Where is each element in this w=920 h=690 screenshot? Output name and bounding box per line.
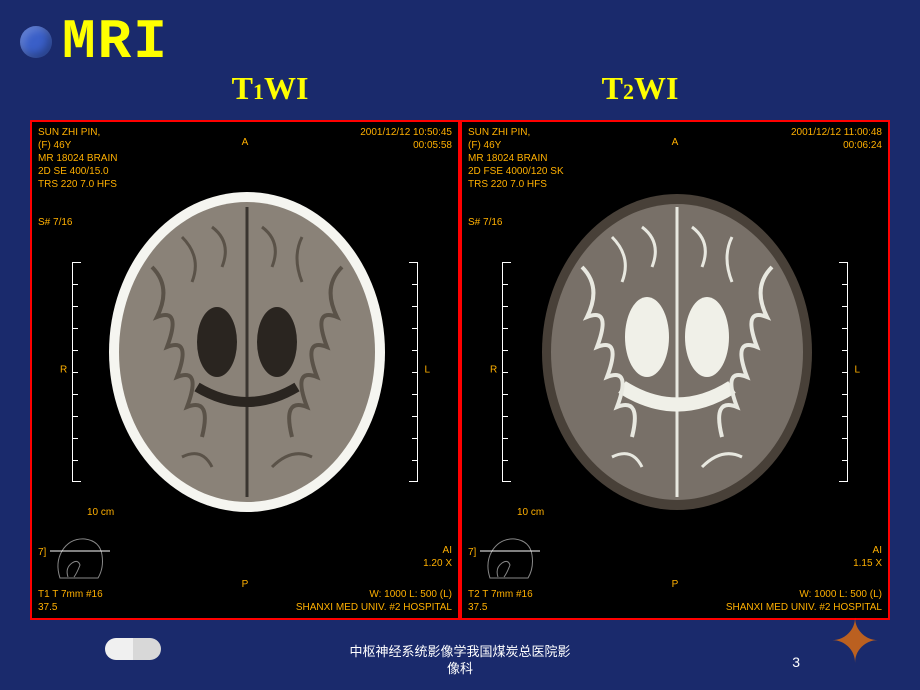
footer-content: 中枢神经系统影像学我国煤炭总医院影 像科 xyxy=(349,644,570,678)
info-botright: AI 1.20 X W: 1000 L: 500 (L) SHANXI MED … xyxy=(296,544,452,614)
orient-l: L xyxy=(424,365,430,376)
info-topright: 2001/12/12 10:50:45 00:05:58 xyxy=(360,126,452,152)
scans-row: SUN ZHI PIN, (F) 46Y MR 18024 BRAIN 2D S… xyxy=(30,120,890,620)
info-topleft: SUN ZHI PIN, (F) 46Y MR 18024 BRAIN 2D S… xyxy=(38,126,117,191)
subtitle-t1wi: T1WI xyxy=(0,70,460,107)
corner-seven: 7] xyxy=(38,547,46,558)
pill-icon xyxy=(105,638,161,660)
patient-demo: (F) 46Y xyxy=(38,139,117,152)
t2-main: T xyxy=(602,70,623,106)
info-botleft: T1 T 7mm #16 37.5 xyxy=(38,588,103,614)
orient-l: L xyxy=(854,365,860,376)
orient-r: R xyxy=(60,365,67,376)
patient-name: SUN ZHI PIN, xyxy=(468,126,564,139)
locator-icon xyxy=(50,533,110,583)
pill-right xyxy=(133,638,161,660)
orient-a: A xyxy=(242,137,249,148)
slice-number: S# 7/16 xyxy=(38,217,72,228)
br-mid: 1.20 X xyxy=(296,557,452,570)
orient-p: P xyxy=(672,579,679,590)
info-botleft: T2 T 7mm #16 37.5 xyxy=(468,588,533,614)
study-id: MR 18024 BRAIN xyxy=(468,152,564,165)
t1-rest: WI xyxy=(264,70,308,106)
spacer xyxy=(726,570,882,588)
t2-rest: WI xyxy=(634,70,678,106)
bullet-icon xyxy=(20,26,52,58)
datetime: 2001/12/12 10:50:45 xyxy=(360,126,452,139)
info-botright: AI 1.15 X W: 1000 L: 500 (L) SHANXI MED … xyxy=(726,544,882,614)
brain-t1-icon xyxy=(102,187,392,517)
info-topright: 2001/12/12 11:00:48 00:06:24 xyxy=(791,126,882,152)
br-top: AI xyxy=(296,544,452,557)
bl-num: 37.5 xyxy=(468,601,533,614)
info-topleft: SUN ZHI PIN, (F) 46Y MR 18024 BRAIN 2D F… xyxy=(468,126,564,191)
ruler-right xyxy=(410,262,418,482)
study-id: MR 18024 BRAIN xyxy=(38,152,117,165)
duration: 00:06:24 xyxy=(791,139,882,152)
t2-sub: 2 xyxy=(623,79,634,104)
star-icon: ✦ xyxy=(825,612,885,672)
slide-title: MRI xyxy=(62,10,169,74)
br-top: AI xyxy=(726,544,882,557)
t1-main: T xyxy=(232,70,253,106)
subtitles: T1WI T2WI xyxy=(0,70,920,107)
hospital: SHANXI MED UNIV. #2 HOSPITAL xyxy=(296,601,452,614)
slice-number: S# 7/16 xyxy=(468,217,502,228)
window-level: W: 1000 L: 500 (L) xyxy=(296,588,452,601)
footer-text: 中枢神经系统影像学我国煤炭总医院影 像科 xyxy=(349,644,570,678)
ruler-right xyxy=(840,262,848,482)
brain-t2-icon xyxy=(532,187,822,517)
patient-name: SUN ZHI PIN, xyxy=(38,126,117,139)
br-mid: 1.15 X xyxy=(726,557,882,570)
window-level: W: 1000 L: 500 (L) xyxy=(726,588,882,601)
sequence: 2D FSE 4000/120 SK xyxy=(468,165,564,178)
scan-panel-t2: SUN ZHI PIN, (F) 46Y MR 18024 BRAIN 2D F… xyxy=(460,120,890,620)
orient-p: P xyxy=(242,579,249,590)
bl-num: 37.5 xyxy=(38,601,103,614)
scan-panel-t1: SUN ZHI PIN, (F) 46Y MR 18024 BRAIN 2D S… xyxy=(30,120,460,620)
locator-icon xyxy=(480,533,540,583)
subtitle-t2wi: T2WI xyxy=(460,70,920,107)
page-number: 3 xyxy=(792,654,800,670)
t1-sub: 1 xyxy=(253,79,264,104)
datetime: 2001/12/12 11:00:48 xyxy=(791,126,882,139)
pill-left xyxy=(105,638,133,660)
duration: 00:05:58 xyxy=(360,139,452,152)
spacer xyxy=(296,570,452,588)
slice-info: T1 T 7mm #16 xyxy=(38,588,103,601)
patient-demo: (F) 46Y xyxy=(468,139,564,152)
ruler-left xyxy=(502,262,510,482)
orient-r: R xyxy=(490,365,497,376)
ruler-left xyxy=(72,262,80,482)
slice-info: T2 T 7mm #16 xyxy=(468,588,533,601)
sequence: 2D SE 400/15.0 xyxy=(38,165,117,178)
title-row: MRI xyxy=(20,10,169,74)
orient-a: A xyxy=(672,137,679,148)
corner-seven: 7] xyxy=(468,547,476,558)
